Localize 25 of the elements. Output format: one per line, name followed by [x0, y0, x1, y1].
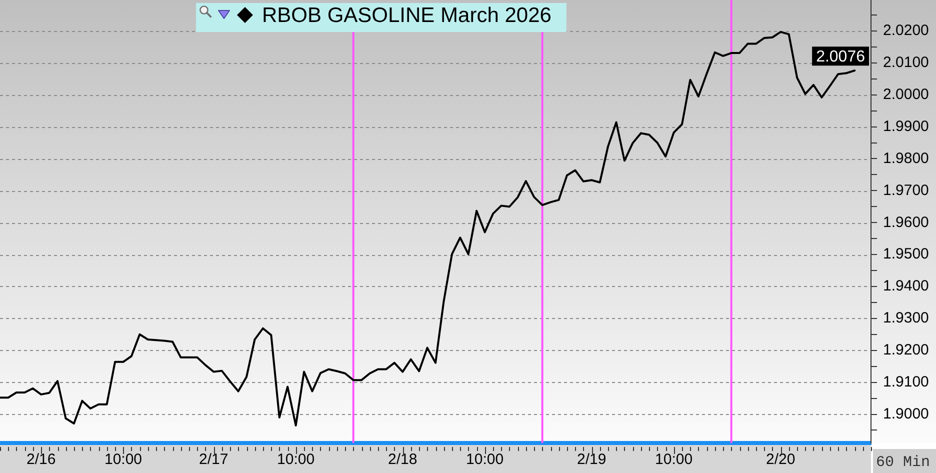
y-tick-label: 2.0200	[883, 22, 929, 40]
x-tick-label: 10:00	[277, 451, 315, 468]
y-tick-label: 1.9900	[883, 118, 929, 135]
x-tick-label: 10:00	[104, 451, 142, 468]
x-tick-label: 2/20	[766, 451, 796, 468]
y-tick-label: 1.9100	[883, 373, 929, 390]
x-tick-label: 2/16	[26, 451, 56, 468]
y-tick-label: 1.9500	[883, 246, 929, 263]
x-tick-label: 10:00	[655, 451, 693, 468]
y-tick-label: 1.9800	[883, 150, 929, 167]
y-tick-label: 1.9200	[883, 342, 929, 359]
y-tick-label: 1.9700	[883, 182, 929, 199]
y-tick-label: 1.9600	[883, 214, 929, 231]
y-tick-label: 1.9300	[883, 310, 929, 327]
y-tick-label: 1.9400	[883, 278, 929, 295]
y-tick-label: 2.0000	[883, 86, 929, 103]
annotation: 2.0076	[816, 48, 866, 66]
x-tick-label: 10:00	[466, 451, 504, 468]
y-tick-label: 1.9000	[883, 405, 929, 422]
y-tick-label: 2.0100	[883, 54, 929, 72]
text: 60 Min	[876, 454, 930, 471]
x-tick-label: 2/18	[388, 451, 418, 468]
x-tick-label: 2/19	[577, 451, 606, 468]
x-tick-label: 2/17	[199, 451, 228, 468]
legend-label: RBOB GASOLINE March 2026	[262, 4, 552, 27]
